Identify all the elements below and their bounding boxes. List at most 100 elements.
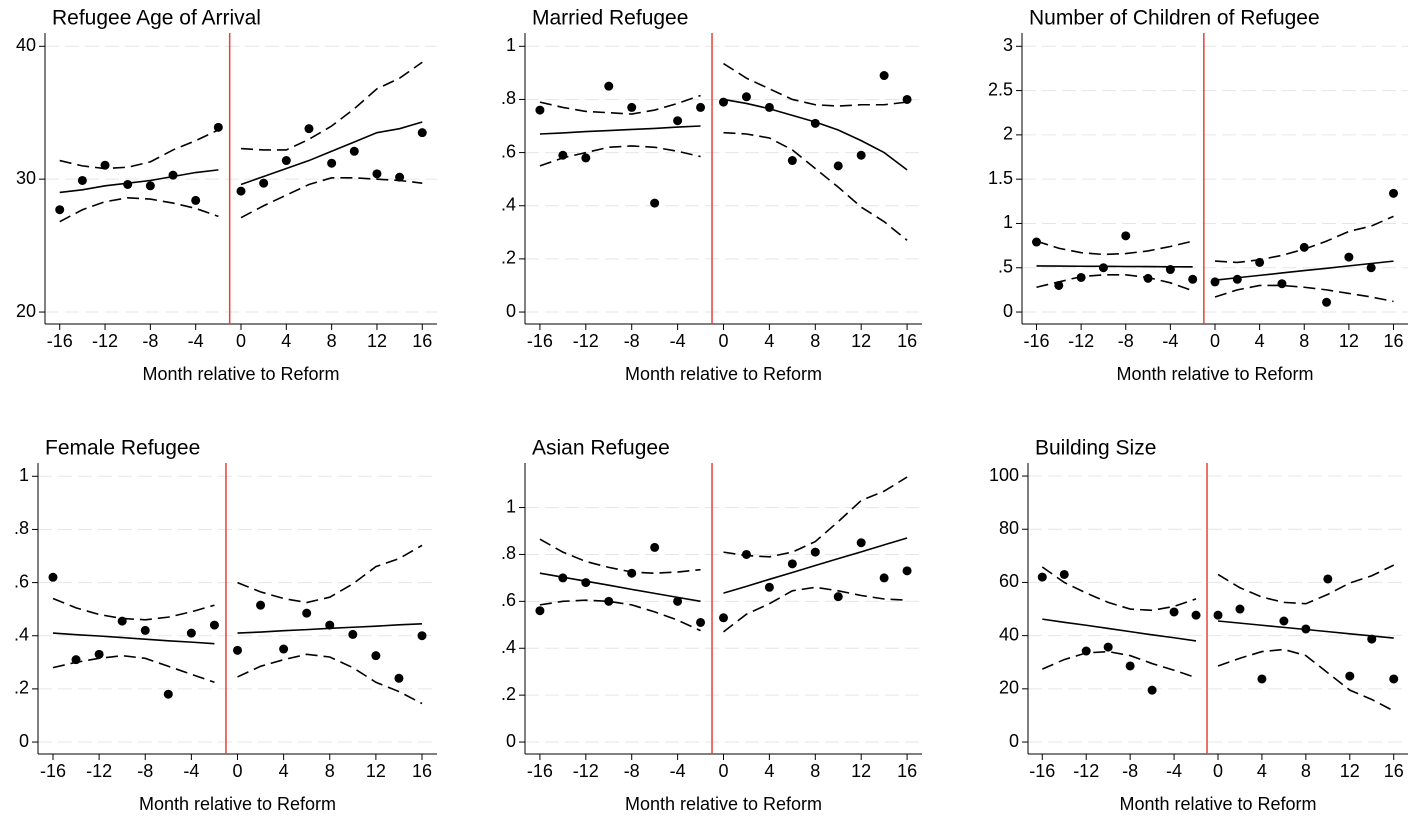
- data-point: [1366, 263, 1376, 273]
- y-tick-label: 0: [506, 301, 516, 321]
- y-tick-label: .2: [501, 684, 516, 704]
- data-point: [696, 102, 706, 112]
- fit-line: [723, 537, 908, 594]
- x-tick-label: -8: [137, 761, 153, 781]
- data-point: [1037, 572, 1047, 582]
- x-tick-label: 4: [1255, 331, 1265, 351]
- y-tick-label: 40: [999, 624, 1019, 644]
- y-tick-label: 2.5: [988, 79, 1013, 99]
- data-point: [833, 161, 843, 171]
- data-point: [1279, 616, 1289, 626]
- ci-upper-line: [723, 62, 908, 107]
- fit-line: [1042, 618, 1197, 642]
- data-point: [1032, 237, 1042, 247]
- y-tick-label: 40: [16, 35, 36, 55]
- data-point: [1344, 252, 1354, 262]
- y-tick-label: 1: [1003, 212, 1013, 232]
- data-point: [1076, 272, 1086, 282]
- ci-upper-line: [539, 538, 701, 575]
- data-point: [1323, 574, 1333, 584]
- data-point: [1257, 674, 1267, 684]
- data-point: [604, 81, 614, 91]
- y-tick-label: .8: [501, 88, 516, 108]
- ci-lower-line: [1036, 274, 1193, 292]
- data-point: [302, 608, 312, 618]
- x-tick-label: -4: [670, 761, 686, 781]
- x-tick-label: -4: [1166, 761, 1182, 781]
- x-tick-label: 0: [1213, 761, 1223, 781]
- ci-upper-line: [1217, 564, 1395, 605]
- y-tick-label: 1: [506, 496, 516, 516]
- x-tick-label: -8: [1118, 331, 1134, 351]
- x-tick-label: 0: [232, 761, 242, 781]
- y-tick-label: 0: [1009, 731, 1019, 751]
- data-point: [627, 568, 637, 578]
- data-point: [787, 156, 797, 166]
- fit-line: [240, 121, 423, 186]
- data-point: [856, 538, 866, 548]
- x-tick-label: 4: [1257, 761, 1267, 781]
- ci-lower-line: [539, 599, 701, 632]
- x-tick-label: -8: [624, 761, 640, 781]
- data-point: [236, 186, 246, 196]
- x-tick-label: -16: [527, 331, 553, 351]
- y-tick-label: .8: [501, 543, 516, 563]
- y-tick-label: .4: [501, 637, 516, 657]
- ci-lower-line: [723, 586, 908, 633]
- data-point: [325, 620, 335, 630]
- data-point: [417, 128, 427, 138]
- ci-upper-line: [240, 61, 423, 151]
- x-tick-label: 16: [897, 761, 917, 781]
- y-tick-label: .6: [501, 141, 516, 161]
- x-tick-label: 12: [367, 331, 387, 351]
- data-point: [673, 116, 683, 126]
- y-tick-label: 0: [19, 731, 29, 751]
- ci-lower-line: [1217, 648, 1395, 712]
- y-tick-label: .8: [14, 518, 29, 538]
- x-axis-label: Month relative to Reform: [625, 364, 822, 384]
- data-point: [233, 645, 242, 655]
- y-tick-label: 3: [1003, 35, 1013, 55]
- x-axis-label: Month relative to Reform: [139, 794, 336, 814]
- x-tick-label: 8: [327, 331, 337, 351]
- data-point: [1191, 610, 1201, 620]
- x-tick-label: 0: [236, 331, 246, 351]
- data-point: [259, 178, 269, 188]
- ci-upper-line: [52, 597, 215, 621]
- panel-title: Married Refugee: [532, 7, 688, 30]
- data-point: [1213, 610, 1223, 620]
- y-tick-label: 0: [1003, 301, 1013, 321]
- data-point: [535, 606, 545, 616]
- y-tick-label: 2: [1003, 124, 1013, 144]
- data-point: [71, 655, 81, 665]
- data-point: [535, 105, 545, 115]
- data-point: [719, 613, 728, 623]
- data-point: [1147, 685, 1157, 695]
- ci-upper-line: [539, 94, 701, 115]
- x-axis-label: Month relative to Reform: [142, 364, 339, 384]
- data-point: [650, 542, 660, 552]
- data-point: [1121, 231, 1131, 241]
- data-point: [673, 596, 683, 606]
- x-axis-label: Month relative to Reform: [1116, 364, 1313, 384]
- x-tick-label: 8: [1301, 761, 1311, 781]
- ci-upper-line: [237, 544, 423, 604]
- ci-lower-line: [237, 653, 423, 705]
- data-point: [48, 572, 58, 582]
- data-point: [1299, 242, 1309, 252]
- data-point: [810, 547, 820, 557]
- data-point: [1188, 274, 1198, 284]
- y-tick-label: 30: [16, 168, 36, 188]
- data-point: [100, 160, 110, 170]
- x-tick-label: -16: [527, 761, 553, 781]
- x-tick-label: -12: [86, 761, 112, 781]
- panel-title: Refugee Age of Arrival: [52, 7, 261, 30]
- data-point: [123, 179, 133, 189]
- x-tick-label: 8: [810, 331, 820, 351]
- x-tick-label: 16: [412, 331, 432, 351]
- data-point: [879, 71, 889, 81]
- data-point: [1125, 661, 1135, 671]
- panel-title: Building Size: [1035, 437, 1156, 460]
- y-tick-label: .6: [501, 590, 516, 610]
- data-point: [1389, 674, 1399, 684]
